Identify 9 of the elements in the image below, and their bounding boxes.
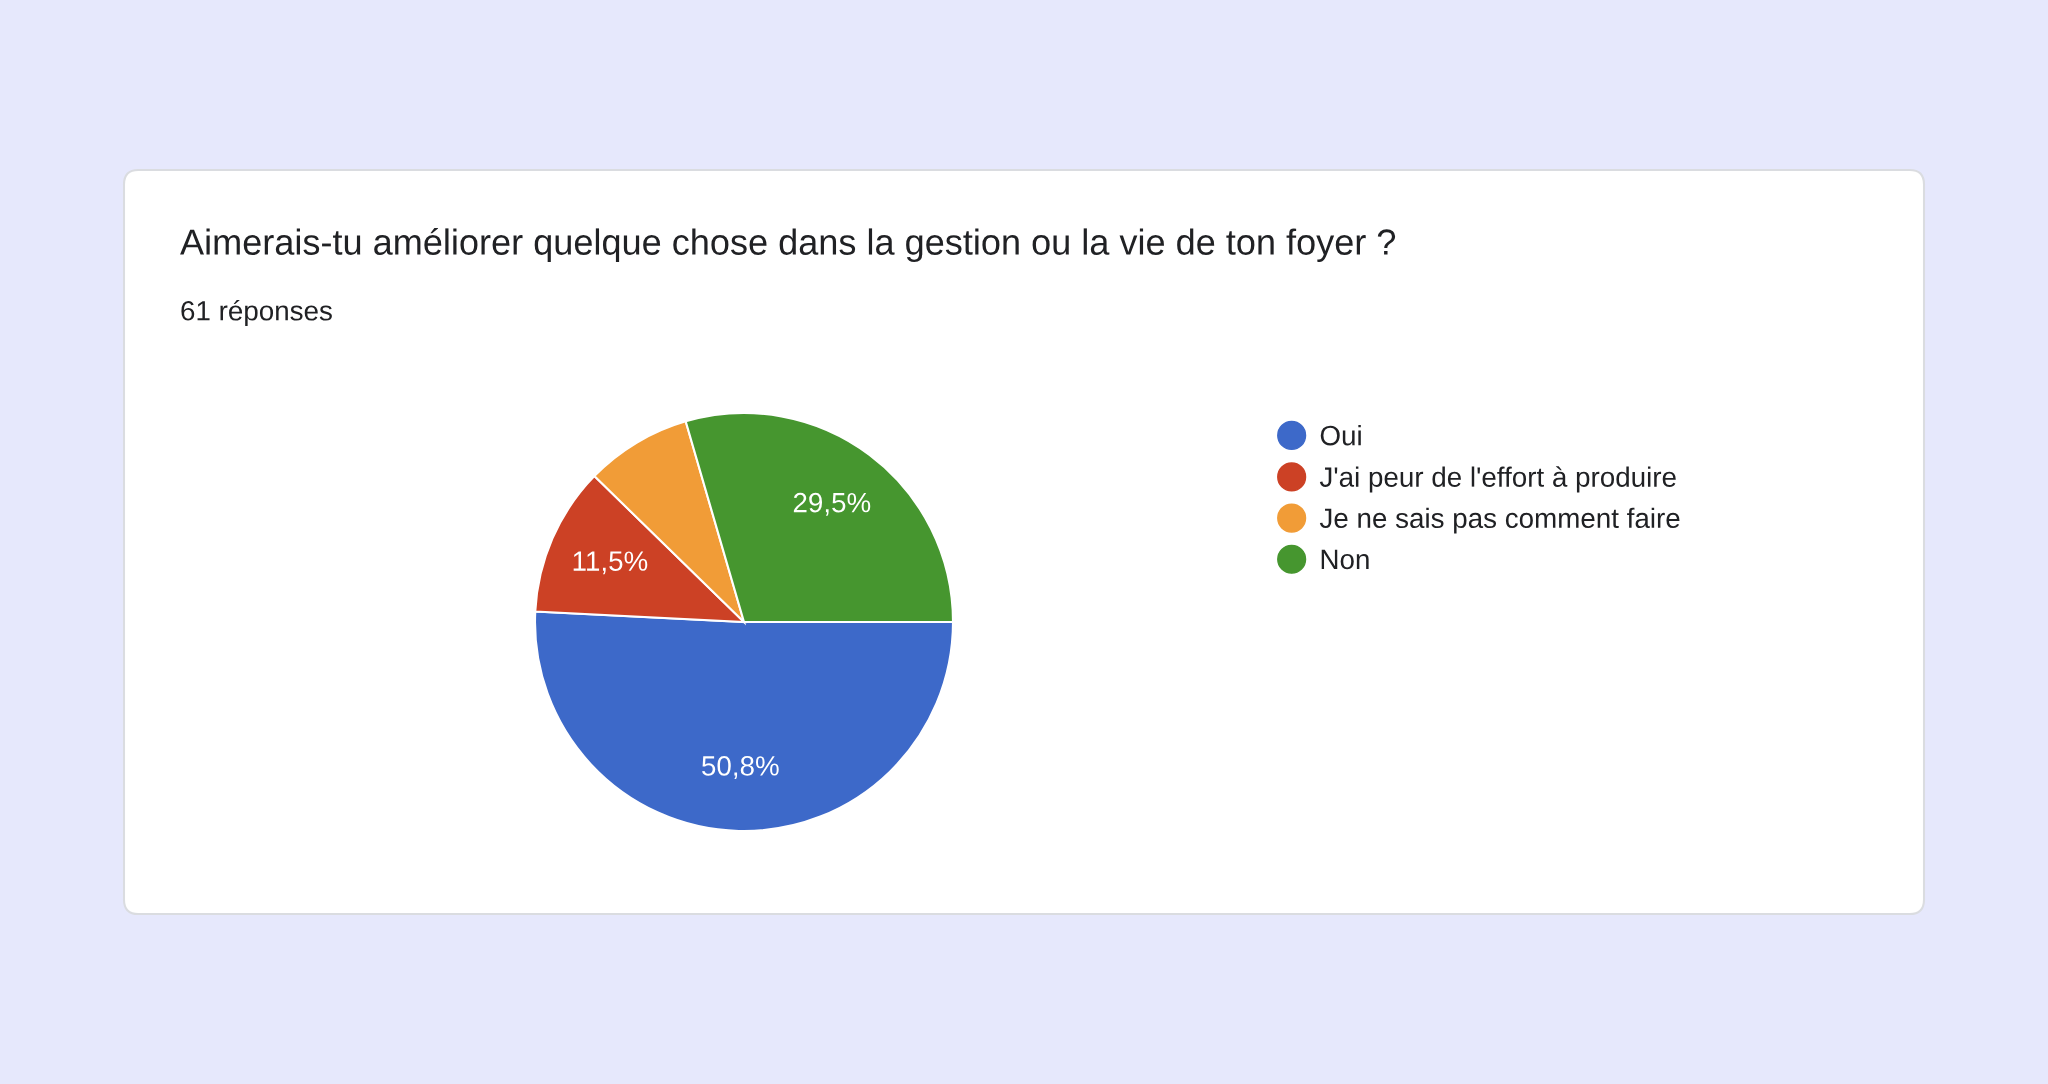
legend-label: Non — [1321, 549, 1369, 570]
data-label: 11,5% — [573, 551, 648, 575]
legend-label: Oui — [1320, 425, 1361, 446]
data-label: 50,8% — [702, 756, 779, 779]
chart-title: Aimerais-tu améliorer quelque chose dans la gestion ou la vie de ton foyer ? — [180, 227, 1396, 263]
legend-label: J'ai peur de l'effort à produire — [1319, 466, 1676, 493]
legend-label: Je ne sais pas comment faire — [1319, 507, 1680, 534]
data-label: 29,5% — [793, 492, 871, 516]
text: 61 réponses — [181, 299, 332, 327]
